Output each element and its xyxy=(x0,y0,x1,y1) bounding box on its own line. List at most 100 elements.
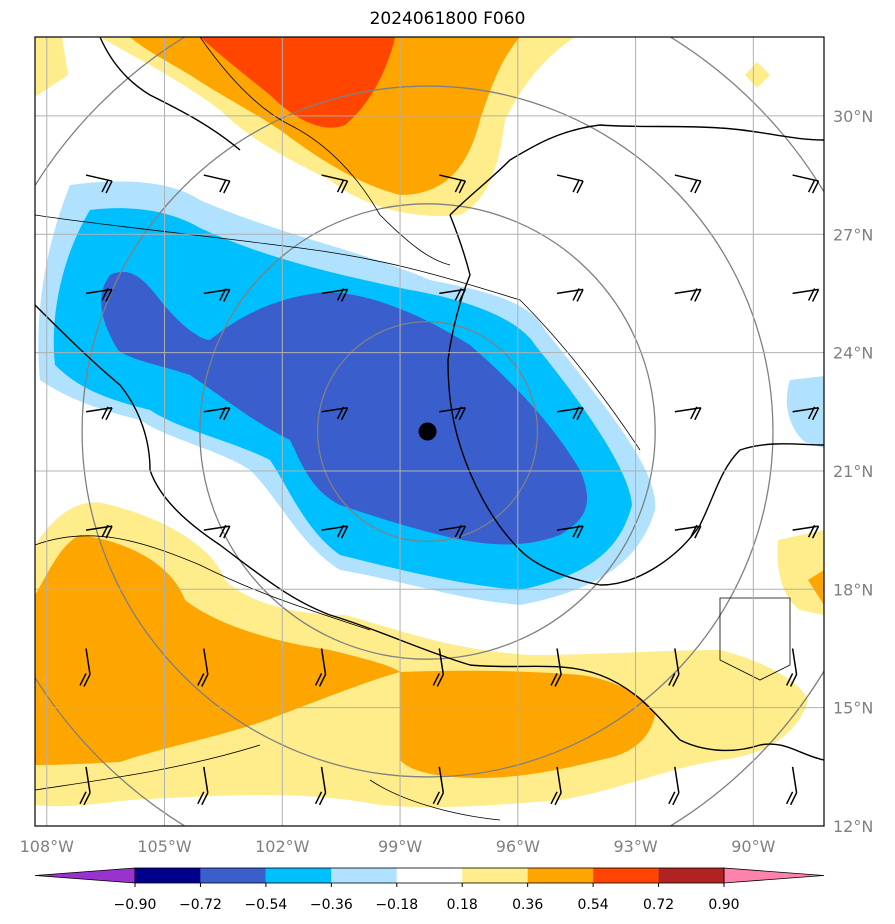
wind-barb xyxy=(439,524,466,539)
coastlines xyxy=(35,37,824,761)
wind-barb xyxy=(550,766,562,806)
colorbar-segment xyxy=(331,868,397,883)
colorbar-segment xyxy=(135,868,201,883)
state-border-1 xyxy=(35,214,641,451)
wind-barb xyxy=(85,288,113,302)
state-border-2 xyxy=(35,535,371,631)
positive-patch-southeast xyxy=(777,530,824,615)
longitude-tick-label: 96°W xyxy=(496,837,540,856)
wind-barb xyxy=(439,174,466,194)
colorbar-label: −0.54 xyxy=(244,897,287,913)
longitude-tick-label: 93°W xyxy=(613,837,657,856)
longitude-tick-label: 105°W xyxy=(137,837,192,856)
wind-barb xyxy=(792,406,820,421)
yucatan-coast xyxy=(599,443,824,586)
range-ring xyxy=(199,203,656,660)
us-mexico-border xyxy=(199,37,451,266)
latitude-tick-label: 21°N xyxy=(833,462,873,481)
range-ring xyxy=(316,320,539,543)
colorbar-outline xyxy=(134,867,725,884)
positive-patch-topright xyxy=(745,62,770,88)
colorbar-label: 0.36 xyxy=(512,897,543,913)
colorbar-label: 0.90 xyxy=(708,897,739,913)
wind-barb xyxy=(785,648,798,687)
central-america-coast xyxy=(679,739,824,761)
colorbar-extend-max xyxy=(723,867,825,884)
wind-barb xyxy=(197,766,209,806)
wind-barb xyxy=(556,288,584,302)
latitude-tick-label: 12°N xyxy=(833,817,873,836)
storm-center-marker xyxy=(418,422,437,441)
wind-barb xyxy=(668,766,680,806)
wind-barb xyxy=(321,174,349,194)
colorbar-label: 0.72 xyxy=(643,897,674,913)
colorbar-label: −0.90 xyxy=(114,897,157,913)
wind-barb xyxy=(792,288,820,302)
borders xyxy=(35,37,791,821)
positive-region-south-mid-east xyxy=(400,670,655,778)
longitude-tick-label: 108°W xyxy=(20,837,75,856)
baja-coast xyxy=(99,37,241,151)
wind-barb xyxy=(674,406,702,421)
colorbar-segment xyxy=(527,868,594,883)
latitude-tick-label: 27°N xyxy=(833,225,873,244)
colorbar-segment xyxy=(396,868,463,883)
latitude-tick-labels: 30°N 27°N 24°N 21°N 18°N 15°N 12°N xyxy=(833,107,873,836)
positive-region-north-strong xyxy=(200,37,395,128)
wind-barb xyxy=(79,766,91,806)
guatemala-border xyxy=(719,597,791,681)
pacific-coast-mexico xyxy=(35,304,681,741)
colorbar-label: −0.18 xyxy=(375,897,418,913)
longitude-tick-label: 99°W xyxy=(378,837,422,856)
longitude-tick-labels: 108°W 105°W 102°W 99°W 96°W 93°W 90°W xyxy=(20,837,776,856)
wind-barb xyxy=(674,174,702,194)
chart-title: 2024061800 F060 xyxy=(369,9,526,29)
wind-barb xyxy=(203,288,231,302)
wind-barb xyxy=(203,524,231,539)
wind-barb xyxy=(79,648,91,687)
wind-barb xyxy=(674,524,702,539)
wind-barb xyxy=(668,648,680,687)
latitude-tick-label: 24°N xyxy=(833,344,873,363)
wind-barb xyxy=(197,648,209,687)
latitude-tick-label: 18°N xyxy=(833,580,873,599)
wind-barb xyxy=(321,288,349,302)
negative-patch-east xyxy=(786,376,824,448)
colorbar-segment xyxy=(593,868,659,883)
wind-barb xyxy=(550,648,562,687)
colorbar-label: −0.36 xyxy=(310,897,353,913)
longitude-tick-label: 102°W xyxy=(255,837,310,856)
wind-barb xyxy=(85,524,113,539)
wind-barb xyxy=(556,174,584,194)
colorbar: −0.90 −0.72 −0.54 −0.36 −0.18 0.18 0.36 0.54 0.7… xyxy=(34,867,825,913)
colorbar-segment xyxy=(200,868,266,883)
positive-patch-topleft xyxy=(35,37,68,97)
colorbar-segment xyxy=(265,868,332,883)
wind-barb xyxy=(321,524,349,539)
wind-barb xyxy=(792,524,820,539)
map-frame xyxy=(34,36,825,827)
colorbar-segment xyxy=(658,868,724,883)
colorbar-label: 0.54 xyxy=(578,897,609,913)
wind-barb xyxy=(674,288,702,302)
colorbar-label: −0.72 xyxy=(179,897,222,913)
latitude-tick-label: 15°N xyxy=(833,699,873,718)
wind-barb xyxy=(432,766,445,806)
filled-contours xyxy=(35,37,824,808)
wind-barb xyxy=(203,406,231,421)
wind-barb xyxy=(792,174,820,194)
graticule xyxy=(35,37,824,826)
colorbar-segment xyxy=(462,868,528,883)
longitude-tick-label: 90°W xyxy=(731,837,775,856)
wind-barbs xyxy=(79,174,820,806)
wind-barb xyxy=(314,648,327,687)
positive-patch-southeast-mid xyxy=(808,570,824,605)
latitude-tick-label: 30°N xyxy=(833,107,873,126)
wind-barb xyxy=(203,174,231,194)
wind-barb xyxy=(439,288,466,302)
wind-barb xyxy=(321,406,349,421)
colorbar-extend-min xyxy=(34,867,136,884)
wind-barb xyxy=(439,406,466,421)
wind-barb xyxy=(85,406,113,421)
